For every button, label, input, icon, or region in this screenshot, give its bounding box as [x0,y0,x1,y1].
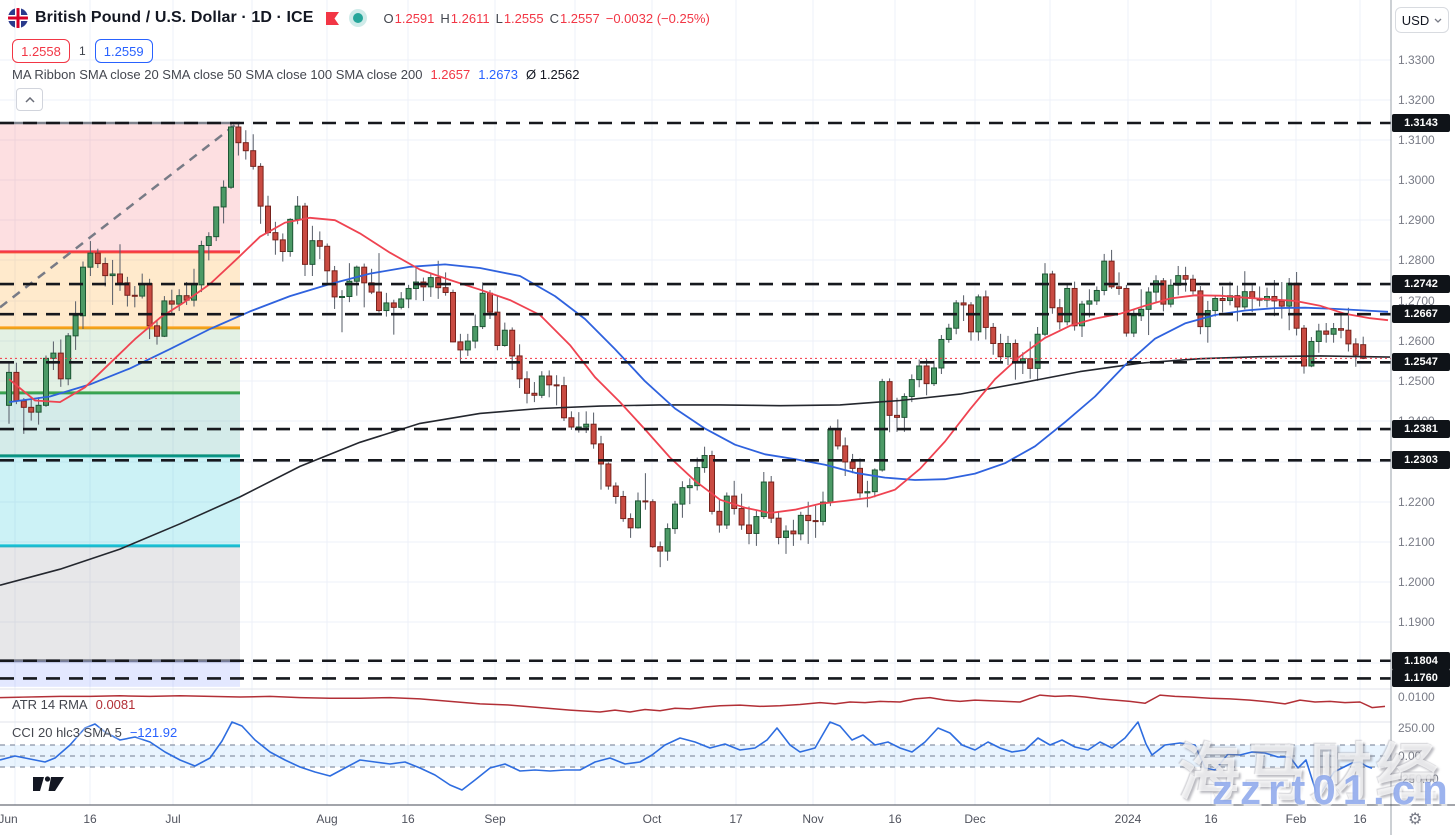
watermark-cjk: 海马财经 [1178,739,1443,808]
price-tick-label: 1.3100 [1398,133,1435,147]
cci-value: −121.92 [129,725,178,740]
price-tick-label: 1.2500 [1398,374,1435,388]
currency-selector-button[interactable]: USD [1395,7,1449,33]
sma20-value: 1.2657 [430,67,471,82]
price-level-badge: 1.1760 [1392,669,1450,687]
price-level-badge: 1.2303 [1392,451,1450,469]
atr-label: ATR 14 RMA [12,697,88,712]
time-tick-label: Jul [165,812,181,826]
collapse-legend-button[interactable] [16,88,43,111]
price-tick-label: 1.2100 [1398,535,1435,549]
ma-ribbon-legend[interactable]: MA Ribbon SMA close 20 SMA close 50 SMA … [12,67,579,82]
indicator-tick-label: 0.0100 [1398,690,1435,704]
cci-label: CCI 20 hlc3 SMA 5 [12,725,122,740]
time-tick-label: Feb [1285,812,1307,826]
time-tick-label: Dec [964,812,986,826]
tradingview-logo[interactable] [30,772,74,794]
indicator-tick-label: 0.00 [1398,749,1422,763]
price-tick-label: 1.2800 [1398,253,1435,267]
price-tick-label: 1.3200 [1398,93,1435,107]
time-tick-label: Sep [484,812,506,826]
close-label: C [549,10,559,26]
price-level-badge: 1.2742 [1392,275,1450,293]
time-tick-label: Aug [316,812,338,826]
watermark-url: zzrt01.cn [1212,766,1455,813]
high-value: 1.2611 [450,10,490,26]
axis-settings-gear-icon[interactable]: ⚙ [1408,811,1423,828]
cci-legend[interactable]: CCI 20 hlc3 SMA 5 −121.92 [12,725,177,740]
indicator-tick-label: 250.00 [1398,721,1435,735]
low-value: 1.2555 [503,10,544,26]
sma50-value: 1.2673 [478,67,518,82]
symbol-title[interactable]: British Pound / U.S. Dollar · 1D · ICE [35,9,314,26]
high-label: H [440,10,450,26]
bid-ask-row: 1.2558 1 1.2559 [12,39,153,63]
symbol-header: British Pound / U.S. Dollar · 1D · ICE O… [8,8,710,28]
time-tick-label: Nov [802,812,824,826]
price-tick-label: 1.3300 [1398,53,1435,67]
price-level-badge: 1.2381 [1392,420,1450,438]
price-tick-label: 1.1900 [1398,615,1435,629]
gbp-flag-icon [8,8,28,28]
low-label: L [495,10,503,26]
time-tick-label: Oct [642,812,662,826]
currency-label: USD [1401,12,1430,28]
time-tick-label: 2024 [1114,812,1142,826]
flag-bookmark-icon[interactable] [325,10,340,27]
atr-legend[interactable]: ATR 14 RMA 0.0081 [12,697,135,712]
price-level-badge: 1.2547 [1392,353,1450,371]
price-tick-label: 1.2200 [1398,495,1435,509]
ma-average-value: Ø 1.2562 [525,67,580,82]
time-tick-label: 16 [1353,812,1367,826]
price-level-badge: 1.3143 [1392,114,1450,132]
open-label: O [383,10,394,26]
change-value: −0.0032 (−0.25%) [605,10,710,26]
time-tick-label: Jun [0,812,18,826]
price-tick-label: 1.2000 [1398,575,1435,589]
open-value: 1.2591 [394,10,435,26]
price-tick-label: 1.2600 [1398,334,1435,348]
ma-ribbon-label: MA Ribbon SMA close 20 SMA close 50 SMA … [12,67,423,82]
ohlc-values: O 1.2591 H 1.2611 L 1.2555 C 1.2557 −0.0032 … [384,11,710,26]
time-tick-label: 16 [888,812,902,826]
market-status-icon [352,13,363,23]
indicator-tick-label: -250.00 [1398,772,1439,786]
close-value: 1.2557 [559,10,600,26]
buy-button[interactable]: 1.2559 [94,39,153,63]
atr-value: 0.0081 [95,697,136,712]
price-tick-label: 1.2900 [1398,213,1435,227]
chevron-down-icon [1434,18,1442,23]
sell-button[interactable]: 1.2558 [12,39,70,63]
time-tick-label: 17 [729,812,743,826]
chevron-up-icon [24,96,35,103]
price-tick-label: 1.3000 [1398,173,1435,187]
price-level-badge: 1.2667 [1392,305,1450,323]
time-tick-label: 16 [401,812,415,826]
price-tick-label: 1.2700 [1398,294,1435,308]
time-tick-label: 16 [1204,812,1218,826]
time-tick-label: 16 [83,812,97,826]
spread-value: 1 [79,44,86,58]
price-level-badge: 1.1804 [1392,652,1450,670]
